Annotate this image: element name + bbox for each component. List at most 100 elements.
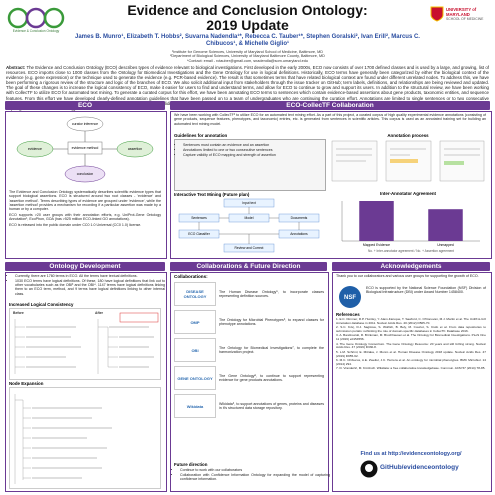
title-line: Evidence and Conclusion Ontology: [127, 2, 368, 18]
reference: 1. E.C. Dimmer, R.P. Huntley, Y. Alam-Fa… [336, 317, 486, 325]
ontology-bullets: Currently, there are 1760 terms in ECO. … [9, 274, 165, 297]
bullet: Currently, there are 1760 terms in ECO. … [15, 274, 165, 278]
ack-text: Thank you to our collaborators and vario… [336, 274, 479, 278]
subheading: Collaborations: [174, 274, 208, 279]
logo-circle [43, 7, 65, 29]
references: 1. E.C. Dimmer, R.P. Huntley, Y. Alam-Fa… [336, 317, 486, 372]
section-box [170, 272, 329, 492]
x-tick-label: Mapped Evidence [363, 243, 390, 247]
highlight [390, 159, 418, 163]
guideline: Annotations limited to one or two consec… [183, 148, 325, 152]
collab-item: Wikidata Wikidata⁹, to support annotation… [174, 394, 324, 418]
bullet: 1030 ECO terms have logical definitions.… [15, 279, 165, 296]
bar [428, 209, 463, 241]
section-box [332, 272, 492, 492]
node-label: Model [245, 216, 254, 220]
github-logo [360, 460, 378, 478]
logo-circle [7, 7, 29, 29]
affiliation: ¹Institute for Genome Sciences, Universi… [171, 50, 324, 54]
eco-diagram: evidence assertion evidence method concl… [16, 116, 154, 183]
tree [14, 394, 112, 484]
bullet: Continue to work with our collaborators [180, 468, 330, 472]
node-label: assertion [128, 147, 142, 151]
logo-subtitle: Evidence & Conclusion Ontology [12, 29, 60, 33]
node-label: Review and Correct [235, 246, 264, 250]
abstract-label: Abstract: [6, 65, 26, 70]
expansion-figure [9, 387, 161, 489]
iaa-chart: Mapped Evidence Unmapped No. + Inter-annot… [341, 201, 480, 253]
edge [198, 207, 300, 244]
contact: *Contact: email - rctauber@gmail.com, sn… [186, 58, 309, 63]
reference: 7. D. Vrandečić, M. Krötzsch. Wikidata: … [336, 366, 486, 371]
umd-school: SCHOOL OF MEDICINE [446, 17, 484, 21]
node-label: evidence method [72, 146, 99, 150]
website: Find us at http://evidenceontology.org/ [360, 451, 462, 457]
collab-logo: OBI [174, 338, 216, 362]
highlight [444, 161, 464, 165]
node-label: Input text [242, 201, 256, 205]
node-label: conclusion [77, 172, 94, 176]
term-rows [32, 407, 112, 479]
section-heading: ECO-CollecTF Collaboration [170, 101, 490, 110]
affiliation: ²Department of Biological Sciences, Univ… [170, 54, 325, 59]
nsf-label: NSF [344, 295, 356, 301]
funding: ECO is supported by the National Science… [366, 286, 486, 295]
x-tick-label: Unmapped [437, 243, 454, 247]
collab-text: The Ontology for Microbial Phenotypes⁶, … [219, 317, 324, 326]
subheading: Interactive Text Mining (Future plan) [174, 192, 250, 197]
collab-list: DISEASE ONTOLOGY The Human Disease Ontolo… [174, 282, 324, 422]
chart-title: Inter-Annotator Agreement [380, 191, 436, 196]
node-label: curator inference [72, 122, 98, 126]
github-cat [365, 464, 373, 472]
collab-logo: DISEASE ONTOLOGY [174, 282, 216, 306]
collab-text: The Human Disease Ontology⁵, to incorpor… [219, 289, 324, 298]
collab-logo: OMP [174, 310, 216, 334]
subheading: References [336, 312, 360, 317]
paragraph: ECO is released into the public domain u… [9, 223, 142, 228]
tool-nodes: Input text Sentences Model Documents ECO… [178, 198, 320, 253]
nsf-circle [339, 286, 361, 308]
section-heading: Acknowledgements [332, 262, 490, 271]
shield [430, 6, 444, 22]
node-label: Documents [291, 216, 308, 220]
collectf-text: We have been working with CollecTF² to u… [174, 113, 486, 126]
section-box [5, 111, 167, 259]
eco-text: The Evidence and Conclusion Ontology sys… [9, 190, 161, 227]
collab-text: The Ontology for Biomedical Investigatio… [219, 345, 324, 354]
section-heading: Ontology Development [5, 262, 165, 271]
logo-circle [25, 7, 47, 29]
label: Before [13, 311, 24, 315]
affiliations: ¹Institute for Genome Sciences, Universi… [70, 50, 425, 63]
guideline: Sentences must contain an evidence and a… [183, 143, 325, 147]
umd-shield [430, 6, 444, 22]
reference: 3. A. Bandrowski, R. Brinkman, M. Brochh… [336, 333, 486, 342]
collab-logo: GENE ONTOLOGY [174, 366, 216, 390]
text-lines [336, 148, 480, 162]
reference: 4. The Gene Ontology Consortium. The Gen… [336, 341, 486, 350]
bar [359, 201, 394, 241]
authors: James B. Munro¹, Elizabeth T. Hobbs², Su… [75, 34, 420, 47]
title: Evidence and Conclusion Ontology: 2019 U… [70, 3, 425, 33]
tree-figure: Before After [9, 308, 161, 380]
umd-name: UNIVERSITY of MARYLAND [446, 7, 477, 17]
bullet: Collaboration with Confidence Informatio… [180, 473, 330, 482]
reference: 6. M.C. Chibucos, A.E. Zweifel, J.C. Her… [336, 358, 486, 366]
paragraph: ECO supports >20 user groups with their … [9, 212, 161, 222]
paragraph: The Evidence and Conclusion Ontology sys… [9, 190, 161, 212]
guideline: Capture validity of ECO mapping and stre… [183, 153, 325, 157]
subheading: Node Expansion [9, 381, 44, 386]
section-box [170, 111, 492, 259]
collab-text: Wikidata⁹, to support annotations of gen… [219, 401, 324, 410]
eco-logo: eco Evidence & Conclusion Ontology [6, 5, 66, 35]
section-heading: ECO [5, 101, 165, 110]
section-heading: Collaborations & Future Direction [170, 262, 327, 271]
label: After [95, 311, 103, 315]
nsf-logo: NSF [339, 286, 361, 308]
tree-lines [14, 394, 31, 484]
term-rows [26, 326, 154, 368]
node-label: evidence [28, 147, 42, 151]
section-box [5, 272, 167, 492]
chart-caption: No. + Inter-annotator agreement / No. + … [368, 249, 454, 253]
subheading: Increased Logical Consistency [9, 302, 74, 307]
